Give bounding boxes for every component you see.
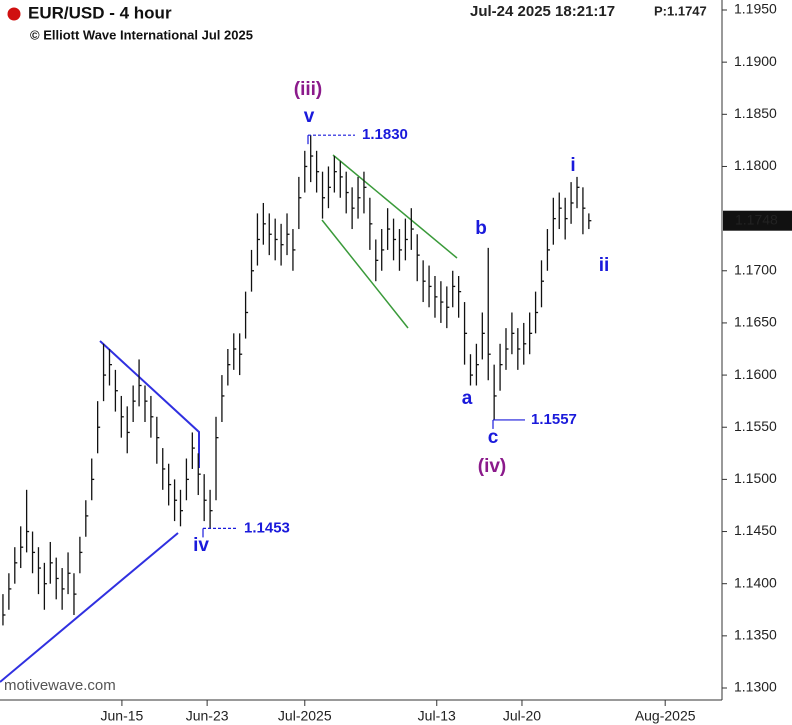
price-label: P:1.1747: [654, 3, 707, 18]
y-tick-label: 1.1400: [734, 574, 777, 590]
level-label: 1.1453: [244, 519, 290, 536]
x-tick-label: Jun-23: [186, 708, 229, 724]
y-tick-label: 1.1950: [734, 1, 777, 17]
y-tick-label: 1.1550: [734, 418, 777, 434]
channel: [321, 154, 458, 329]
level-label: 1.1830: [362, 126, 408, 143]
y-tick-label: 1.1700: [734, 261, 777, 277]
wave-label: b: [475, 218, 487, 239]
chart-title: EUR/USD - 4 hour: [28, 3, 172, 22]
triangle-lower: [0, 532, 179, 683]
y-tick-label: 1.1850: [734, 105, 777, 121]
watermark: motivewave.com: [4, 677, 116, 694]
wave-label: a: [462, 388, 473, 409]
wave-label: ii: [599, 255, 610, 276]
x-tick-label: Jul-20: [503, 708, 541, 724]
y-tick-label: 1.1500: [734, 470, 777, 486]
x-tick-label: Jul-13: [418, 708, 456, 724]
triangle-upper: [99, 340, 200, 468]
last-price-label: 1.1748: [735, 211, 778, 227]
wave-label: iv: [193, 535, 209, 556]
y-tick-label: 1.1650: [734, 314, 777, 330]
copyright: © Elliott Wave International Jul 2025: [30, 27, 253, 42]
y-tick-label: 1.1600: [734, 366, 777, 382]
wave-label: v: [304, 106, 315, 127]
x-tick-label: Jun-15: [101, 708, 144, 724]
y-tick-label: 1.1450: [734, 522, 777, 538]
symbol-dot: [7, 7, 21, 21]
level-label: 1.1557: [531, 411, 577, 428]
wave-label: (iii): [294, 79, 323, 100]
x-tick-label: Aug-2025: [635, 708, 696, 724]
wave-label: i: [570, 155, 575, 176]
wave-label: (iv): [478, 456, 507, 477]
timestamp: Jul-24 2025 18:21:17: [470, 3, 615, 20]
channel-upper: [332, 154, 458, 259]
wave-label: c: [488, 427, 499, 448]
x-tick-label: Jul-2025: [278, 708, 332, 724]
y-tick-label: 1.1300: [734, 679, 777, 695]
y-tick-label: 1.1900: [734, 53, 777, 69]
y-tick-label: 1.1800: [734, 157, 777, 173]
last-price-box: [723, 210, 792, 231]
triangle: [0, 340, 200, 683]
y-tick-label: 1.1350: [734, 627, 777, 643]
channel-lower: [321, 219, 409, 329]
